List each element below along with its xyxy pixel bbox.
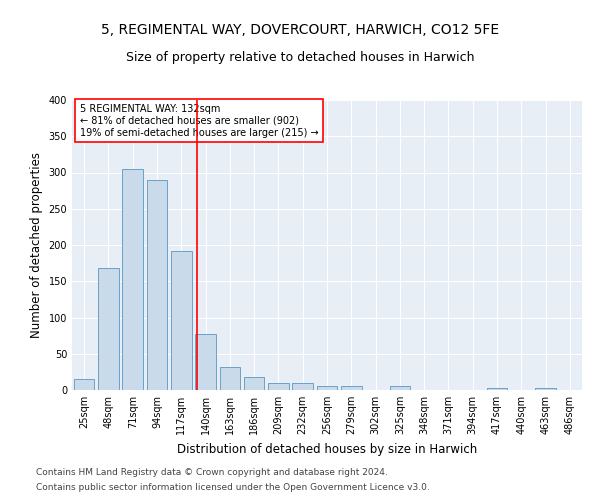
Bar: [171, 251, 191, 390]
Bar: [146, 180, 167, 390]
Y-axis label: Number of detached properties: Number of detached properties: [30, 152, 43, 338]
Bar: [487, 388, 508, 390]
Text: 5 REGIMENTAL WAY: 132sqm
← 81% of detached houses are smaller (902)
19% of semi-: 5 REGIMENTAL WAY: 132sqm ← 81% of detach…: [80, 104, 318, 138]
Bar: [268, 383, 289, 390]
Bar: [535, 388, 556, 390]
Bar: [389, 386, 410, 390]
Text: Size of property relative to detached houses in Harwich: Size of property relative to detached ho…: [126, 51, 474, 64]
Bar: [122, 169, 143, 390]
Text: 5, REGIMENTAL WAY, DOVERCOURT, HARWICH, CO12 5FE: 5, REGIMENTAL WAY, DOVERCOURT, HARWICH, …: [101, 23, 499, 37]
Bar: [74, 379, 94, 390]
Text: Contains public sector information licensed under the Open Government Licence v3: Contains public sector information licen…: [36, 483, 430, 492]
Bar: [292, 384, 313, 390]
Bar: [220, 367, 240, 390]
Text: Contains HM Land Registry data © Crown copyright and database right 2024.: Contains HM Land Registry data © Crown c…: [36, 468, 388, 477]
Bar: [244, 377, 265, 390]
Bar: [317, 386, 337, 390]
X-axis label: Distribution of detached houses by size in Harwich: Distribution of detached houses by size …: [177, 442, 477, 456]
Bar: [98, 268, 119, 390]
Bar: [195, 334, 216, 390]
Bar: [341, 386, 362, 390]
